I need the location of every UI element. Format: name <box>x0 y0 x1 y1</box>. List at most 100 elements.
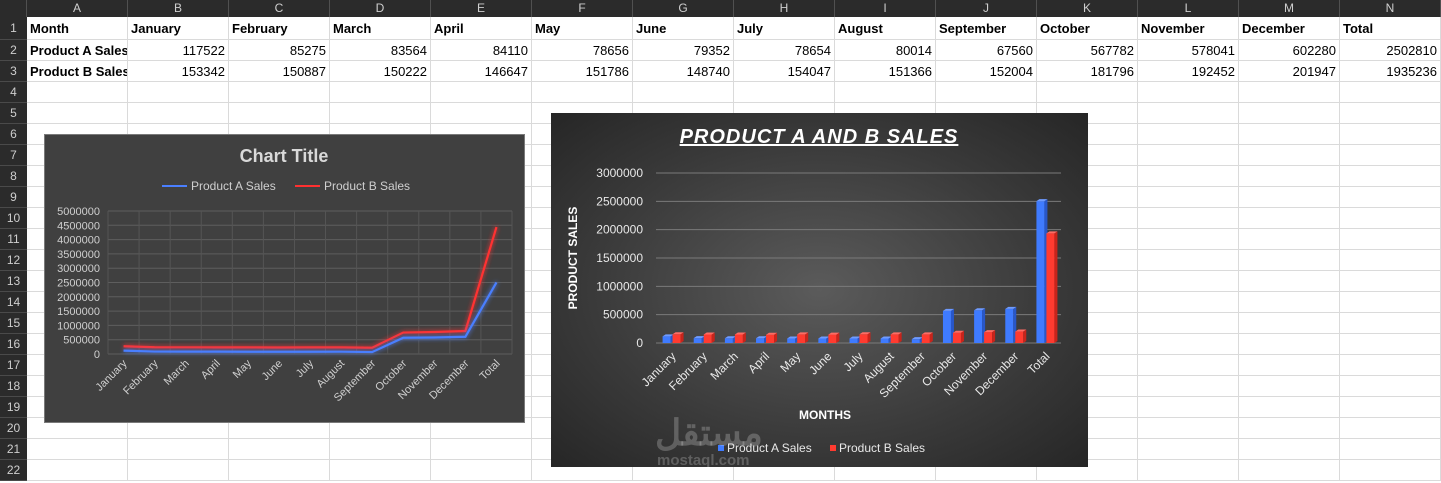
column-header-d[interactable]: D <box>330 0 431 17</box>
grid-cell[interactable] <box>1239 82 1340 103</box>
row-header-16[interactable]: 16 <box>0 334 27 355</box>
grid-cell[interactable] <box>1239 250 1340 271</box>
header-cell[interactable]: August <box>835 17 936 40</box>
grid-cell[interactable] <box>1138 313 1239 334</box>
grid-cell[interactable] <box>431 460 532 481</box>
row-header-5[interactable]: 5 <box>0 103 27 124</box>
value-cell[interactable]: 150887 <box>229 61 330 82</box>
header-cell[interactable]: February <box>229 17 330 40</box>
grid-cell[interactable] <box>532 82 633 103</box>
grid-cell[interactable] <box>835 460 936 481</box>
grid-cell[interactable] <box>1239 460 1340 481</box>
grid-cell[interactable] <box>633 460 734 481</box>
grid-cell[interactable] <box>1138 82 1239 103</box>
value-cell[interactable]: 80014 <box>835 40 936 61</box>
grid-cell[interactable] <box>27 418 128 439</box>
header-cell[interactable]: March <box>330 17 431 40</box>
value-cell[interactable]: 602280 <box>1239 40 1340 61</box>
grid-cell[interactable] <box>27 103 128 124</box>
grid-cell[interactable] <box>1340 376 1441 397</box>
grid-cell[interactable] <box>1138 460 1239 481</box>
grid-cell[interactable] <box>1138 292 1239 313</box>
value-cell[interactable]: 148740 <box>633 61 734 82</box>
row-header-18[interactable]: 18 <box>0 376 27 397</box>
grid-cell[interactable] <box>1239 229 1340 250</box>
grid-cell[interactable] <box>1138 145 1239 166</box>
grid-cell[interactable] <box>128 82 229 103</box>
value-cell[interactable]: 67560 <box>936 40 1037 61</box>
row-header-2[interactable]: 2 <box>0 40 27 61</box>
value-cell[interactable]: 1935236 <box>1340 61 1441 82</box>
header-cell[interactable]: April <box>431 17 532 40</box>
grid-cell[interactable] <box>1340 103 1441 124</box>
row-header-21[interactable]: 21 <box>0 439 27 460</box>
grid-cell[interactable] <box>229 82 330 103</box>
grid-cell[interactable] <box>330 460 431 481</box>
grid-cell[interactable] <box>229 418 330 439</box>
header-cell[interactable]: November <box>1138 17 1239 40</box>
grid-cell[interactable] <box>1340 166 1441 187</box>
value-cell[interactable]: 578041 <box>1138 40 1239 61</box>
row-header-19[interactable]: 19 <box>0 397 27 418</box>
grid-cell[interactable] <box>1239 418 1340 439</box>
grid-cell[interactable] <box>330 103 431 124</box>
row-header-13[interactable]: 13 <box>0 271 27 292</box>
grid-cell[interactable] <box>1340 397 1441 418</box>
grid-cell[interactable] <box>431 103 532 124</box>
grid-cell[interactable] <box>128 103 229 124</box>
select-all-corner[interactable] <box>0 0 27 17</box>
grid-cell[interactable] <box>1239 145 1340 166</box>
grid-cell[interactable] <box>1239 439 1340 460</box>
value-cell[interactable]: 84110 <box>431 40 532 61</box>
grid-cell[interactable] <box>1138 418 1239 439</box>
column-header-m[interactable]: M <box>1239 0 1340 17</box>
header-cell[interactable]: December <box>1239 17 1340 40</box>
column-header-n[interactable]: N <box>1340 0 1441 17</box>
grid-cell[interactable] <box>1138 187 1239 208</box>
value-cell[interactable]: 152004 <box>936 61 1037 82</box>
grid-cell[interactable] <box>1340 208 1441 229</box>
value-cell[interactable]: 83564 <box>330 40 431 61</box>
column-header-h[interactable]: H <box>734 0 835 17</box>
column-chart[interactable]: PRODUCT A AND B SALES 3000000 2500000 20000… <box>551 113 1088 467</box>
grid-cell[interactable] <box>1340 439 1441 460</box>
column-header-i[interactable]: I <box>835 0 936 17</box>
grid-cell[interactable] <box>1340 418 1441 439</box>
grid-cell[interactable] <box>532 460 633 481</box>
grid-cell[interactable] <box>1239 271 1340 292</box>
grid-cell[interactable] <box>128 418 229 439</box>
grid-cell[interactable] <box>835 82 936 103</box>
grid-cell[interactable] <box>734 82 835 103</box>
row-header-15[interactable]: 15 <box>0 313 27 334</box>
grid-cell[interactable] <box>1239 334 1340 355</box>
grid-cell[interactable] <box>1138 397 1239 418</box>
column-header-l[interactable]: L <box>1138 0 1239 17</box>
grid-cell[interactable] <box>1340 145 1441 166</box>
row-header-14[interactable]: 14 <box>0 292 27 313</box>
header-cell[interactable]: Month <box>27 17 128 40</box>
grid-cell[interactable] <box>431 439 532 460</box>
grid-cell[interactable] <box>128 439 229 460</box>
grid-cell[interactable] <box>1138 229 1239 250</box>
grid-cell[interactable] <box>1239 313 1340 334</box>
grid-cell[interactable] <box>1340 460 1441 481</box>
column-header-b[interactable]: B <box>128 0 229 17</box>
header-cell[interactable]: October <box>1037 17 1138 40</box>
grid-cell[interactable] <box>1138 355 1239 376</box>
grid-cell[interactable] <box>1340 271 1441 292</box>
value-cell[interactable]: 567782 <box>1037 40 1138 61</box>
grid-cell[interactable] <box>1239 103 1340 124</box>
line-chart[interactable]: Chart Title Product A Sales Product B Sale… <box>44 134 525 423</box>
column-header-e[interactable]: E <box>431 0 532 17</box>
grid-cell[interactable] <box>431 418 532 439</box>
grid-cell[interactable] <box>1239 292 1340 313</box>
grid-cell[interactable] <box>128 460 229 481</box>
grid-cell[interactable] <box>1239 397 1340 418</box>
grid-cell[interactable] <box>431 82 532 103</box>
value-cell[interactable]: 154047 <box>734 61 835 82</box>
row-label-cell[interactable]: Product B Sales <box>27 61 128 82</box>
header-cell[interactable]: May <box>532 17 633 40</box>
row-header-8[interactable]: 8 <box>0 166 27 187</box>
grid-cell[interactable] <box>1239 208 1340 229</box>
row-header-20[interactable]: 20 <box>0 418 27 439</box>
